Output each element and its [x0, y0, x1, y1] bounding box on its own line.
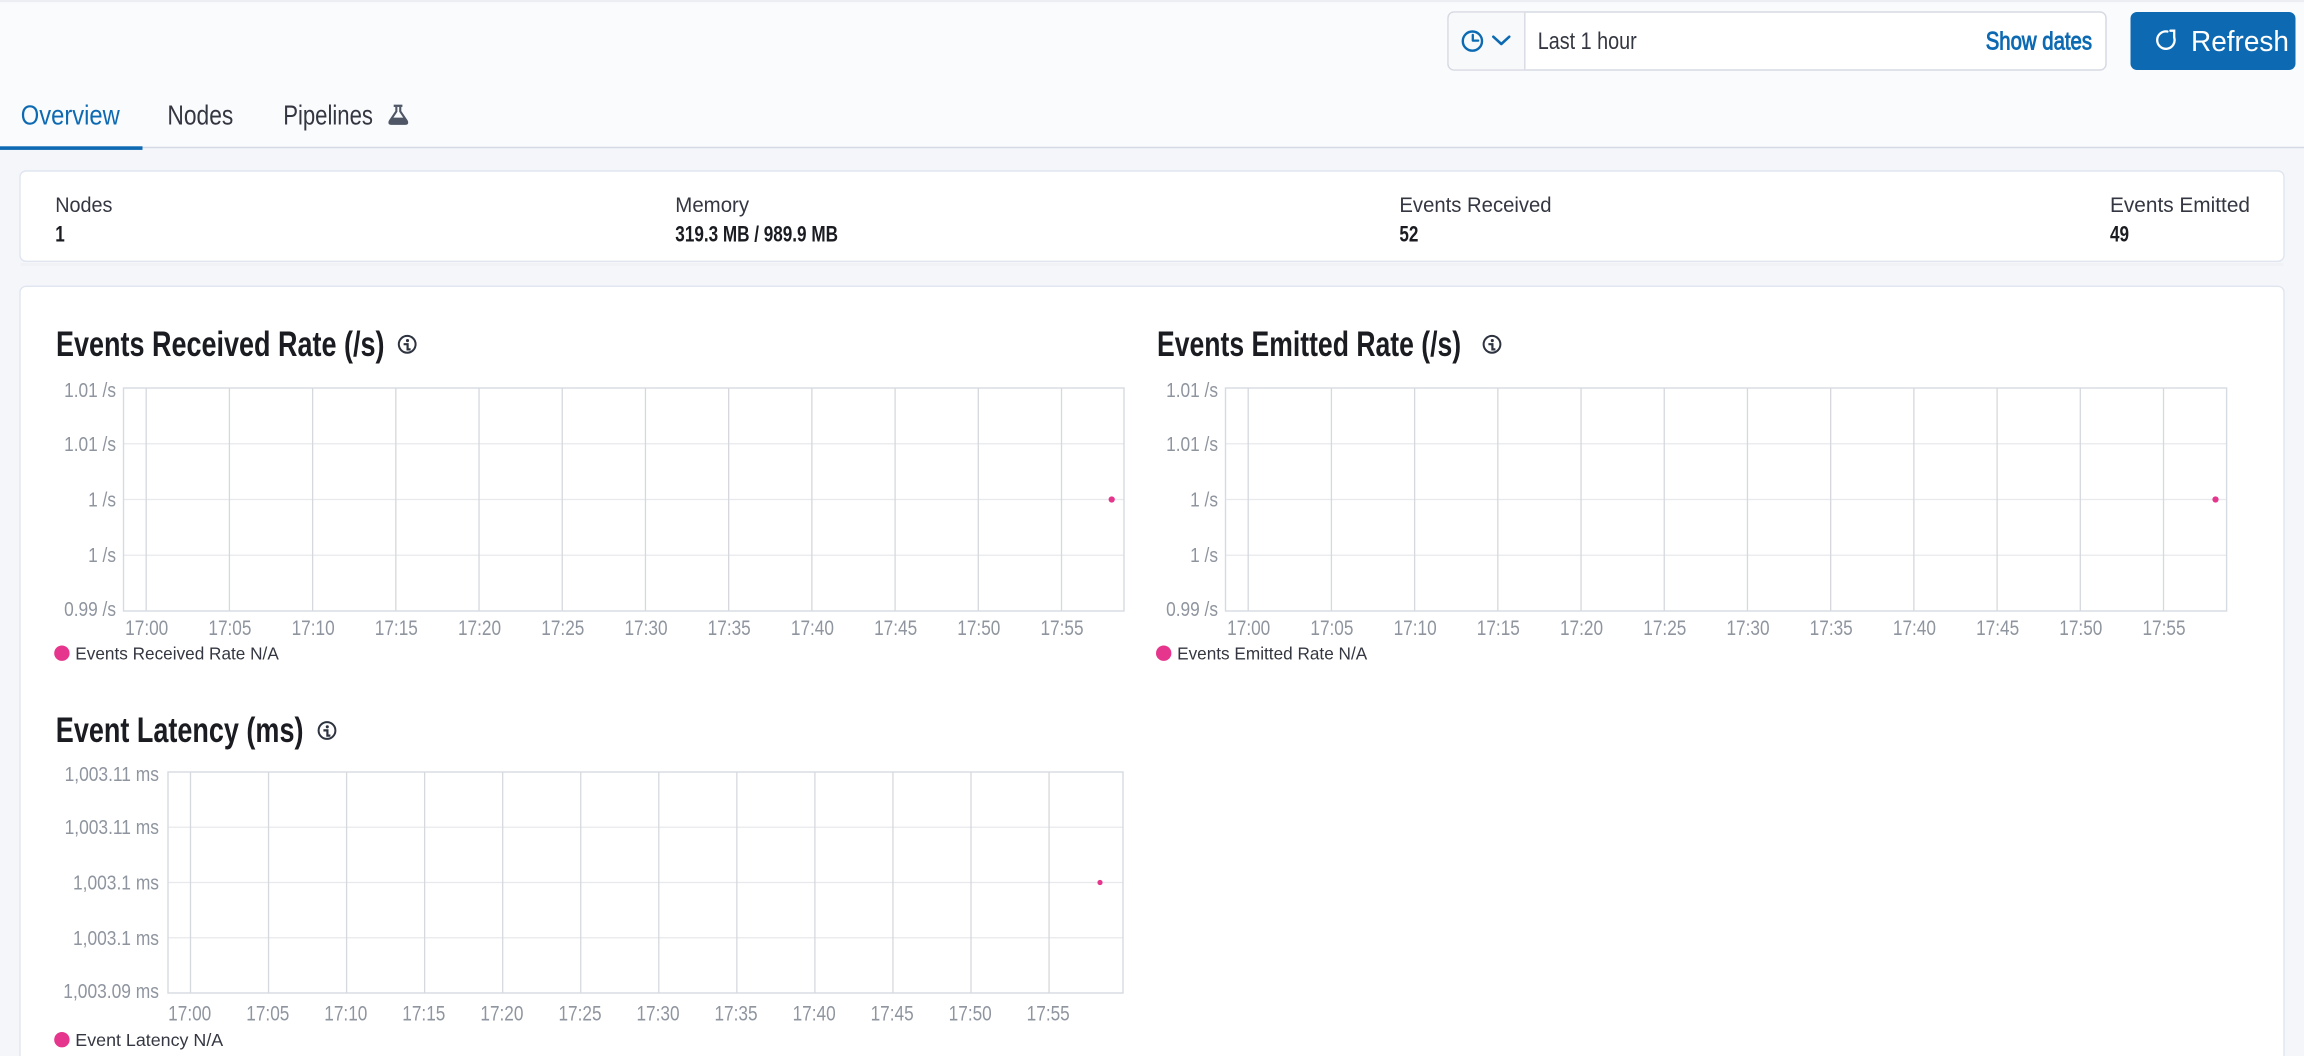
svg-text:1.01 /s: 1.01 /s	[64, 379, 116, 401]
svg-text:17:15: 17:15	[375, 618, 418, 641]
svg-text:Show dates: Show dates	[1986, 26, 2092, 55]
svg-text:319.3 MB / 989.9 MB: 319.3 MB / 989.9 MB	[675, 223, 838, 248]
svg-text:17:00: 17:00	[1227, 618, 1270, 641]
svg-text:1.01 /s: 1.01 /s	[1166, 433, 1218, 455]
svg-text:17:35: 17:35	[714, 1003, 757, 1026]
svg-text:Events Received Rate N/A: Events Received Rate N/A	[75, 643, 279, 663]
svg-text:17:40: 17:40	[791, 618, 834, 641]
svg-text:17:00: 17:00	[125, 618, 168, 641]
svg-text:Memory: Memory	[675, 194, 749, 218]
svg-text:Event Latency N/A: Event Latency N/A	[75, 1030, 223, 1050]
svg-text:17:30: 17:30	[636, 1003, 679, 1026]
svg-text:Events Emitted Rate (/s): Events Emitted Rate (/s)	[1157, 324, 1461, 363]
svg-text:17:40: 17:40	[1893, 618, 1936, 641]
svg-text:17:15: 17:15	[402, 1003, 445, 1026]
svg-text:17:25: 17:25	[541, 618, 584, 641]
svg-text:17:45: 17:45	[871, 1003, 914, 1026]
svg-text:17:10: 17:10	[1394, 618, 1437, 641]
svg-text:Event Latency (ms): Event Latency (ms)	[56, 710, 304, 749]
svg-text:Refresh: Refresh	[2191, 26, 2289, 59]
svg-text:1.01 /s: 1.01 /s	[64, 433, 116, 455]
svg-text:Pipelines: Pipelines	[283, 100, 373, 131]
svg-text:Events Emitted: Events Emitted	[2110, 194, 2250, 217]
svg-text:Events Received: Events Received	[1399, 193, 1551, 217]
svg-text:Events Received Rate (/s): Events Received Rate (/s)	[56, 324, 384, 363]
svg-text:1,003.1 ms: 1,003.1 ms	[73, 871, 159, 893]
svg-text:17:50: 17:50	[957, 618, 1000, 641]
svg-text:17:10: 17:10	[324, 1003, 367, 1026]
svg-text:52: 52	[1399, 223, 1418, 248]
svg-text:0.99 /s: 0.99 /s	[1166, 598, 1218, 620]
svg-text:17:10: 17:10	[292, 618, 335, 641]
svg-text:Events Emitted Rate N/A: Events Emitted Rate N/A	[1177, 643, 1367, 663]
svg-text:1,003.11 ms: 1,003.11 ms	[65, 816, 159, 838]
svg-text:17:05: 17:05	[246, 1003, 289, 1026]
svg-text:1.01 /s: 1.01 /s	[1166, 379, 1218, 401]
svg-text:17:55: 17:55	[1040, 618, 1083, 641]
svg-text:1,003.1 ms: 1,003.1 ms	[73, 927, 159, 949]
svg-text:17:30: 17:30	[624, 618, 667, 641]
svg-text:Nodes: Nodes	[55, 193, 112, 217]
svg-text:17:05: 17:05	[1310, 618, 1353, 641]
svg-text:17:20: 17:20	[458, 618, 501, 641]
svg-text:0.99 /s: 0.99 /s	[64, 598, 116, 620]
svg-text:17:25: 17:25	[1643, 618, 1686, 641]
svg-text:Last 1 hour: Last 1 hour	[1538, 27, 1637, 54]
svg-text:17:30: 17:30	[1726, 618, 1769, 641]
svg-text:17:55: 17:55	[2142, 618, 2185, 641]
svg-text:17:05: 17:05	[208, 618, 251, 641]
svg-text:17:00: 17:00	[168, 1003, 211, 1026]
svg-text:17:25: 17:25	[558, 1003, 601, 1026]
svg-text:1,003.11 ms: 1,003.11 ms	[65, 763, 159, 785]
svg-text:1 /s: 1 /s	[88, 488, 116, 510]
svg-text:1: 1	[55, 223, 65, 248]
svg-text:17:35: 17:35	[708, 618, 751, 641]
svg-text:1,003.09 ms: 1,003.09 ms	[63, 980, 159, 1002]
svg-text:1 /s: 1 /s	[1190, 544, 1218, 566]
svg-text:17:45: 17:45	[1976, 618, 2019, 641]
svg-text:17:50: 17:50	[2059, 618, 2102, 641]
svg-text:17:20: 17:20	[480, 1003, 523, 1026]
svg-text:17:15: 17:15	[1477, 618, 1520, 641]
svg-text:1 /s: 1 /s	[88, 544, 116, 566]
svg-text:Overview: Overview	[21, 101, 120, 131]
svg-text:17:20: 17:20	[1560, 618, 1603, 641]
svg-text:Nodes: Nodes	[167, 101, 233, 131]
svg-text:17:45: 17:45	[874, 618, 917, 641]
svg-text:17:35: 17:35	[1810, 618, 1853, 641]
svg-text:17:50: 17:50	[949, 1003, 992, 1026]
svg-text:49: 49	[2110, 223, 2129, 248]
svg-text:1 /s: 1 /s	[1190, 488, 1218, 510]
svg-text:17:55: 17:55	[1027, 1003, 1070, 1026]
svg-text:17:40: 17:40	[793, 1003, 836, 1026]
